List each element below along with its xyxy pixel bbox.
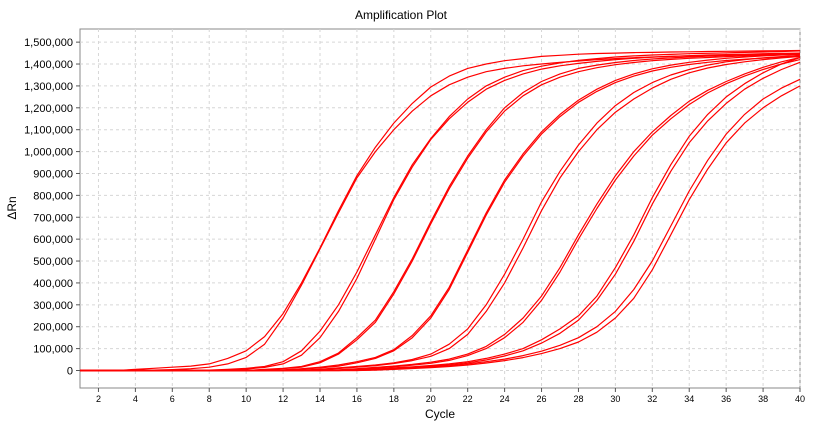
x-tick-label: 24 xyxy=(500,394,510,404)
x-axis-label: Cycle xyxy=(425,407,455,421)
x-tick-label: 36 xyxy=(721,394,731,404)
x-tick-label: 8 xyxy=(207,394,212,404)
x-tick-label: 18 xyxy=(389,394,399,404)
x-tick-label: 28 xyxy=(573,394,583,404)
x-tick-label: 10 xyxy=(241,394,251,404)
y-tick-label: 1,400,000 xyxy=(24,59,73,71)
chart-title: Amplification Plot xyxy=(355,8,448,22)
x-tick-label: 2 xyxy=(96,394,101,404)
axes: 0 100,000 200,000 300,000 400,000 500,000 600,… xyxy=(24,37,805,404)
x-tick-label: 40 xyxy=(795,394,805,404)
amplification-curve-16 xyxy=(80,85,801,372)
y-tick-label: 1,200,000 xyxy=(24,103,73,115)
y-tick-label: 1,000,000 xyxy=(24,147,73,159)
y-tick-label: 400,000 xyxy=(33,278,73,290)
x-tick-label: 30 xyxy=(610,394,620,404)
y-tick-label: 100,000 xyxy=(33,344,73,356)
y-tick-label: 700,000 xyxy=(33,212,73,224)
x-tick-label: 16 xyxy=(352,394,362,404)
x-tick-label: 22 xyxy=(463,394,473,404)
y-tick-label: 1,300,000 xyxy=(24,81,73,93)
series-layer xyxy=(80,49,801,372)
x-tick-label: 32 xyxy=(647,394,657,404)
x-tick-label: 34 xyxy=(684,394,694,404)
x-tick-label: 20 xyxy=(426,394,436,404)
y-tick-label: 1,500,000 xyxy=(24,37,73,49)
x-tick-label: 38 xyxy=(758,394,768,404)
y-axis-label: ΔRn xyxy=(5,196,19,219)
amplification-curve-1 xyxy=(80,49,801,372)
y-tick-label: 500,000 xyxy=(33,256,73,268)
y-tick-label: 0 xyxy=(67,365,73,377)
y-tick-label: 300,000 xyxy=(33,300,73,312)
plot-area xyxy=(79,28,801,389)
x-tick-label: 4 xyxy=(133,394,138,404)
x-tick-label: 26 xyxy=(537,394,547,404)
y-tick-label: 600,000 xyxy=(33,234,73,246)
y-tick-label: 200,000 xyxy=(33,322,73,334)
x-tick-label: 14 xyxy=(315,394,325,404)
x-tick-label: 12 xyxy=(278,394,288,404)
x-tick-label: 6 xyxy=(170,394,175,404)
y-tick-label: 900,000 xyxy=(33,168,73,180)
y-tick-label: 800,000 xyxy=(33,190,73,202)
y-tick-label: 1,100,000 xyxy=(24,125,73,137)
